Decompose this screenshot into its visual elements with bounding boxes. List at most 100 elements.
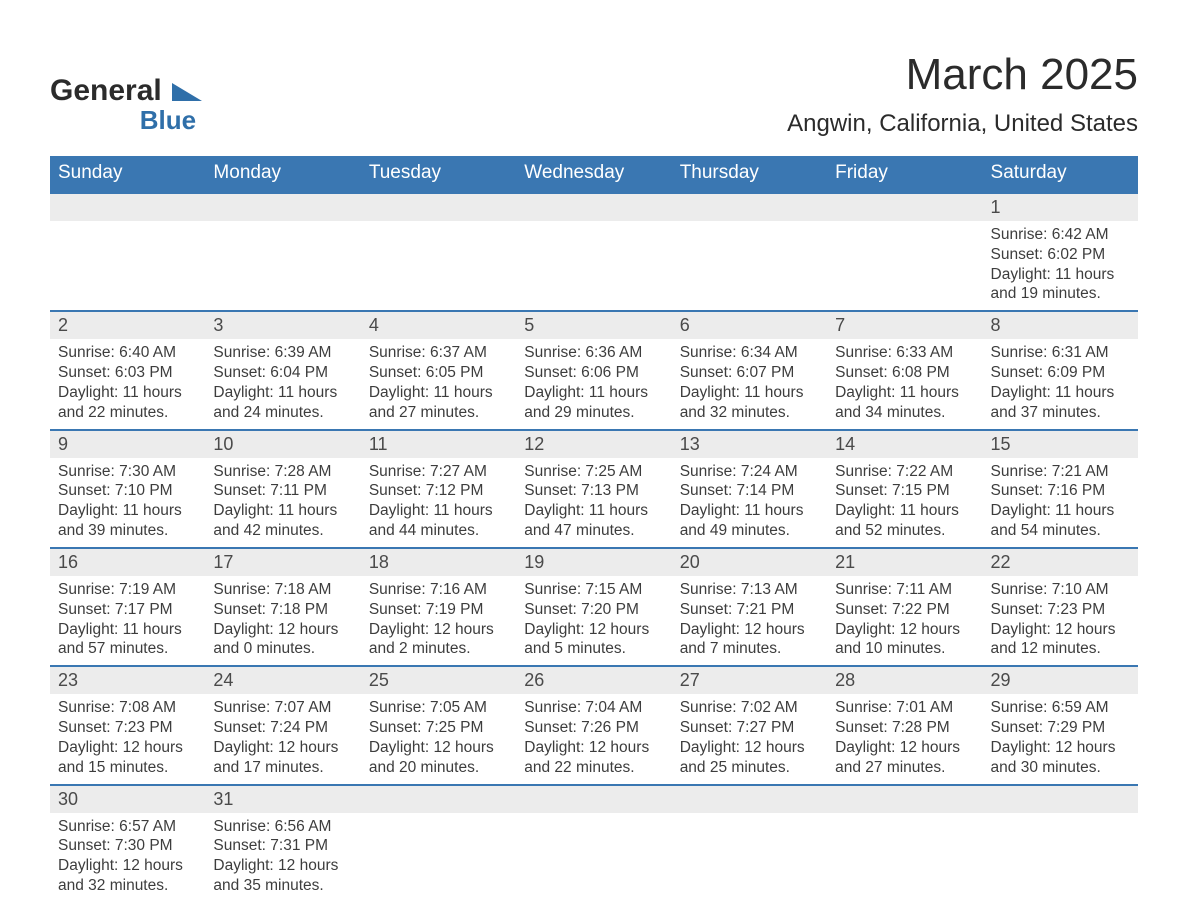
day-number-cell: 19 xyxy=(516,548,671,576)
day-sunrise: Sunrise: 6:40 AM xyxy=(58,343,197,363)
day-details-cell: Sunrise: 7:04 AMSunset: 7:26 PMDaylight:… xyxy=(516,694,671,784)
day-number-cell xyxy=(672,785,827,813)
day-number: 17 xyxy=(213,552,233,572)
day-details-cell: Sunrise: 6:57 AMSunset: 7:30 PMDaylight:… xyxy=(50,813,205,902)
day-sunset: Sunset: 6:03 PM xyxy=(58,363,197,383)
daynum-row: 1 xyxy=(50,193,1138,221)
day-dl1: Daylight: 11 hours xyxy=(58,620,197,640)
day-dl2: and 10 minutes. xyxy=(835,639,974,659)
day-sunrise: Sunrise: 6:59 AM xyxy=(991,698,1130,718)
day-dl2: and 29 minutes. xyxy=(524,403,663,423)
day-number-cell: 31 xyxy=(205,785,360,813)
day-number-cell: 6 xyxy=(672,311,827,339)
day-details-cell: Sunrise: 7:10 AMSunset: 7:23 PMDaylight:… xyxy=(983,576,1138,666)
day-details-cell xyxy=(361,221,516,311)
day-dl2: and 22 minutes. xyxy=(58,403,197,423)
day-details-cell xyxy=(983,813,1138,902)
day-sunrise: Sunrise: 7:10 AM xyxy=(991,580,1130,600)
day-number-cell: 26 xyxy=(516,666,671,694)
day-number: 13 xyxy=(680,434,700,454)
day-dl1: Daylight: 11 hours xyxy=(524,383,663,403)
day-dl1: Daylight: 12 hours xyxy=(680,738,819,758)
day-dl1: Daylight: 11 hours xyxy=(680,383,819,403)
day-number-cell: 5 xyxy=(516,311,671,339)
day-number: 21 xyxy=(835,552,855,572)
page-subtitle: Angwin, California, United States xyxy=(787,110,1138,138)
day-sunset: Sunset: 7:14 PM xyxy=(680,481,819,501)
day-sunrise: Sunrise: 7:28 AM xyxy=(213,462,352,482)
day-number-cell: 30 xyxy=(50,785,205,813)
day-dl1: Daylight: 12 hours xyxy=(213,738,352,758)
day-number: 5 xyxy=(524,315,534,335)
day-sunset: Sunset: 6:09 PM xyxy=(991,363,1130,383)
day-dl2: and 57 minutes. xyxy=(58,639,197,659)
day-number-cell: 29 xyxy=(983,666,1138,694)
day-number: 26 xyxy=(524,670,544,690)
day-number: 19 xyxy=(524,552,544,572)
day-details-cell: Sunrise: 7:28 AMSunset: 7:11 PMDaylight:… xyxy=(205,458,360,548)
day-dl2: and 20 minutes. xyxy=(369,758,508,778)
day-dl2: and 32 minutes. xyxy=(680,403,819,423)
day-sunset: Sunset: 7:15 PM xyxy=(835,481,974,501)
day-number-cell: 1 xyxy=(983,193,1138,221)
details-row: Sunrise: 7:08 AMSunset: 7:23 PMDaylight:… xyxy=(50,694,1138,784)
day-details-cell xyxy=(205,221,360,311)
day-sunset: Sunset: 7:21 PM xyxy=(680,600,819,620)
day-details-cell: Sunrise: 7:02 AMSunset: 7:27 PMDaylight:… xyxy=(672,694,827,784)
day-details-cell xyxy=(516,221,671,311)
day-sunrise: Sunrise: 7:24 AM xyxy=(680,462,819,482)
day-sunrise: Sunrise: 6:33 AM xyxy=(835,343,974,363)
day-number-cell xyxy=(205,193,360,221)
day-dl2: and 0 minutes. xyxy=(213,639,352,659)
day-details-cell: Sunrise: 7:21 AMSunset: 7:16 PMDaylight:… xyxy=(983,458,1138,548)
day-details-cell: Sunrise: 7:18 AMSunset: 7:18 PMDaylight:… xyxy=(205,576,360,666)
day-number: 20 xyxy=(680,552,700,572)
day-sunrise: Sunrise: 7:21 AM xyxy=(991,462,1130,482)
day-details-cell: Sunrise: 7:22 AMSunset: 7:15 PMDaylight:… xyxy=(827,458,982,548)
day-details-cell: Sunrise: 7:13 AMSunset: 7:21 PMDaylight:… xyxy=(672,576,827,666)
day-details-cell: Sunrise: 6:59 AMSunset: 7:29 PMDaylight:… xyxy=(983,694,1138,784)
day-details-cell: Sunrise: 7:19 AMSunset: 7:17 PMDaylight:… xyxy=(50,576,205,666)
day-sunrise: Sunrise: 7:25 AM xyxy=(524,462,663,482)
day-details-cell: Sunrise: 7:16 AMSunset: 7:19 PMDaylight:… xyxy=(361,576,516,666)
day-sunrise: Sunrise: 6:39 AM xyxy=(213,343,352,363)
day-details-cell xyxy=(361,813,516,902)
day-sunset: Sunset: 7:17 PM xyxy=(58,600,197,620)
page-title: March 2025 xyxy=(787,50,1138,100)
day-number: 4 xyxy=(369,315,379,335)
day-number: 2 xyxy=(58,315,68,335)
day-sunrise: Sunrise: 6:36 AM xyxy=(524,343,663,363)
day-dl2: and 44 minutes. xyxy=(369,521,508,541)
day-dl1: Daylight: 12 hours xyxy=(369,738,508,758)
day-number-cell: 10 xyxy=(205,430,360,458)
day-number-cell: 9 xyxy=(50,430,205,458)
day-dl1: Daylight: 11 hours xyxy=(835,501,974,521)
day-sunrise: Sunrise: 7:27 AM xyxy=(369,462,508,482)
day-dl1: Daylight: 12 hours xyxy=(58,738,197,758)
day-dl1: Daylight: 12 hours xyxy=(680,620,819,640)
day-details-cell: Sunrise: 6:56 AMSunset: 7:31 PMDaylight:… xyxy=(205,813,360,902)
day-number-cell: 27 xyxy=(672,666,827,694)
weekday-header: Wednesday xyxy=(516,156,671,193)
day-dl1: Daylight: 12 hours xyxy=(991,620,1130,640)
day-sunrise: Sunrise: 7:07 AM xyxy=(213,698,352,718)
day-number-cell: 2 xyxy=(50,311,205,339)
day-number: 29 xyxy=(991,670,1011,690)
day-details-cell: Sunrise: 7:11 AMSunset: 7:22 PMDaylight:… xyxy=(827,576,982,666)
daynum-row: 23242526272829 xyxy=(50,666,1138,694)
day-details-cell xyxy=(50,221,205,311)
day-sunset: Sunset: 7:29 PM xyxy=(991,718,1130,738)
day-number-cell: 18 xyxy=(361,548,516,576)
day-sunrise: Sunrise: 7:13 AM xyxy=(680,580,819,600)
day-sunset: Sunset: 7:23 PM xyxy=(991,600,1130,620)
day-number-cell xyxy=(827,785,982,813)
day-details-cell: Sunrise: 7:07 AMSunset: 7:24 PMDaylight:… xyxy=(205,694,360,784)
day-details-cell xyxy=(672,221,827,311)
day-sunrise: Sunrise: 6:37 AM xyxy=(369,343,508,363)
day-sunset: Sunset: 6:05 PM xyxy=(369,363,508,383)
day-number-cell: 11 xyxy=(361,430,516,458)
day-dl2: and 52 minutes. xyxy=(835,521,974,541)
logo-text-2: Blue xyxy=(50,105,202,136)
day-sunset: Sunset: 7:18 PM xyxy=(213,600,352,620)
day-sunrise: Sunrise: 7:19 AM xyxy=(58,580,197,600)
